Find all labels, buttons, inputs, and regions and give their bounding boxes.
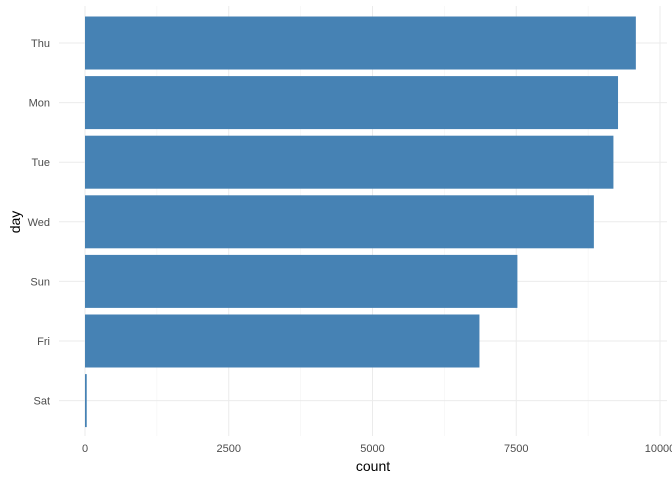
x-tick-labels: 0 2500 5000 7500 10000 <box>82 443 672 455</box>
y-tick-label: Fri <box>37 336 50 348</box>
y-tick-label: Sun <box>30 276 50 288</box>
bar-tue <box>85 135 614 189</box>
bar-sat <box>85 374 87 428</box>
y-tick-labels: Thu Mon Tue Wed Sun Fri Sat <box>28 38 50 408</box>
bar-wed <box>85 195 594 249</box>
y-tick-label: Wed <box>28 217 50 229</box>
y-axis-title: day <box>7 211 23 234</box>
bar-fri <box>85 314 480 368</box>
bar-sun <box>85 254 518 308</box>
y-tick-label: Thu <box>31 38 50 50</box>
x-tick-label: 5000 <box>360 443 384 455</box>
bar-thu <box>85 16 636 70</box>
y-tick-label: Sat <box>33 396 50 408</box>
y-tick-label: Tue <box>31 157 50 169</box>
bar-mon <box>85 76 619 130</box>
x-tick-label: 10000 <box>645 443 672 455</box>
bars <box>85 16 636 428</box>
x-tick-label: 0 <box>82 443 88 455</box>
x-tick-label: 7500 <box>504 443 528 455</box>
x-axis-title: count <box>356 458 390 474</box>
x-tick-label: 2500 <box>217 443 241 455</box>
y-tick-label: Mon <box>29 98 50 110</box>
